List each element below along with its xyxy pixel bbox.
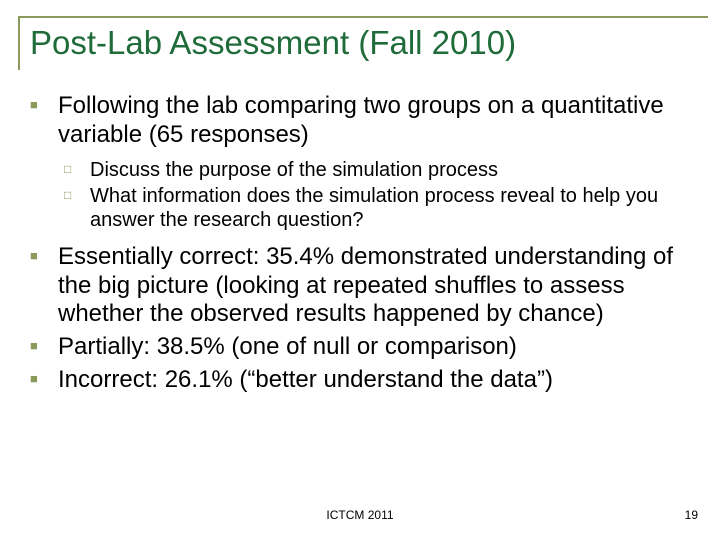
title-container: Post-Lab Assessment (Fall 2010): [18, 16, 708, 70]
bullet-item: Following the lab comparing two groups o…: [28, 92, 696, 233]
bullet-list-level1: Following the lab comparing two groups o…: [28, 92, 696, 395]
bullet-item: Partially: 38.5% (one of null or compari…: [28, 333, 696, 362]
sub-bullet-text: What information does the simulation pro…: [90, 185, 658, 231]
bullet-text: Partially: 38.5% (one of null or compari…: [58, 333, 517, 360]
bullet-text: Essentially correct: 35.4% demonstrated …: [58, 243, 673, 328]
sub-bullet-item: What information does the simulation pro…: [58, 184, 696, 233]
slide-title: Post-Lab Assessment (Fall 2010): [30, 24, 708, 62]
footer-center-text: ICTCM 2011: [0, 508, 720, 522]
sub-bullet-text: Discuss the purpose of the simulation pr…: [90, 159, 498, 181]
bullet-item: Essentially correct: 35.4% demonstrated …: [28, 243, 696, 329]
bullet-text: Following the lab comparing two groups o…: [58, 92, 664, 148]
bullet-list-level2: Discuss the purpose of the simulation pr…: [58, 158, 696, 233]
slide-content: Following the lab comparing two groups o…: [24, 92, 696, 395]
sub-bullet-item: Discuss the purpose of the simulation pr…: [58, 158, 696, 182]
page-number: 19: [685, 508, 698, 522]
bullet-text: Incorrect: 26.1% (“better understand the…: [58, 366, 553, 393]
slide: Post-Lab Assessment (Fall 2010) Followin…: [0, 0, 720, 540]
bullet-item: Incorrect: 26.1% (“better understand the…: [28, 366, 696, 395]
